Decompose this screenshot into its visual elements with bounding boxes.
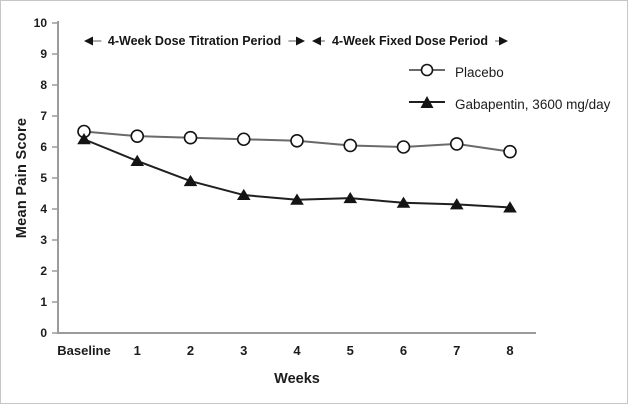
- y-tick-label: 5: [40, 171, 47, 185]
- y-tick-label: 7: [40, 109, 47, 123]
- x-category-label: 3: [240, 343, 247, 358]
- y-tick-label: 1: [40, 295, 47, 309]
- y-tick-label: 10: [34, 16, 48, 30]
- placebo-marker: [290, 134, 304, 148]
- gabapentin-marker: [130, 154, 145, 166]
- x-category-label: 5: [347, 343, 354, 358]
- fixed-dose-period-annotation: 4-Week Fixed Dose Period: [324, 34, 496, 48]
- legend: Placebo Gabapentin, 3600 mg/day: [407, 62, 610, 115]
- arrow-right-icon: [296, 36, 305, 46]
- placebo-marker: [183, 130, 198, 145]
- filled-triangle-marker-icon: [407, 94, 447, 115]
- x-category-label: 6: [400, 343, 407, 358]
- placebo-marker: [130, 129, 145, 143]
- gabapentin-marker: [396, 196, 411, 208]
- y-tick-label: 0: [40, 326, 47, 340]
- legend-item-gabapentin: Gabapentin, 3600 mg/day: [407, 94, 610, 115]
- x-category-label: 1: [134, 343, 141, 358]
- y-tick-label: 8: [40, 78, 47, 92]
- filled-triangle-marker-icon: [409, 96, 445, 108]
- x-category-label: 7: [453, 343, 460, 358]
- y-tick-label: 2: [40, 264, 47, 278]
- x-category-label: 8: [506, 343, 513, 358]
- y-tick-label: 3: [40, 233, 47, 247]
- gabapentin-marker: [183, 174, 198, 187]
- x-category-label: 4: [293, 343, 301, 358]
- legend-item-label: Placebo: [455, 65, 504, 80]
- placebo-marker: [343, 138, 358, 153]
- arrow-left-icon: [312, 36, 321, 46]
- placebo-marker: [396, 140, 411, 154]
- placebo-marker: [503, 144, 517, 159]
- y-tick-label: 9: [40, 47, 47, 61]
- arrow-left-icon: [84, 36, 93, 46]
- y-tick-label: 4: [40, 202, 47, 216]
- open-circle-marker-icon: [409, 63, 445, 77]
- open-circle-marker-icon: [407, 62, 447, 83]
- gabapentin-marker: [503, 201, 517, 213]
- x-axis-title: Weeks: [274, 371, 320, 387]
- legend-item-label: Gabapentin, 3600 mg/day: [455, 97, 611, 112]
- x-category-label: Baseline: [57, 343, 110, 358]
- dose-titration-period-annotation: 4-Week Dose Titration Period: [100, 34, 289, 48]
- gabapentin-marker: [236, 188, 251, 201]
- arrow-right-icon: [499, 36, 508, 46]
- legend-item-placebo: Placebo: [407, 62, 610, 83]
- y-axis-title: Mean Pain Score: [14, 117, 30, 239]
- gabapentin-marker: [290, 193, 304, 205]
- placebo-marker: [449, 137, 464, 151]
- gabapentin-marker: [449, 198, 464, 210]
- gabapentin-marker: [77, 133, 91, 145]
- y-tick-label: 6: [40, 140, 47, 154]
- x-category-label: 2: [187, 343, 194, 358]
- placebo-marker: [236, 132, 251, 147]
- gabapentin-marker: [343, 191, 358, 204]
